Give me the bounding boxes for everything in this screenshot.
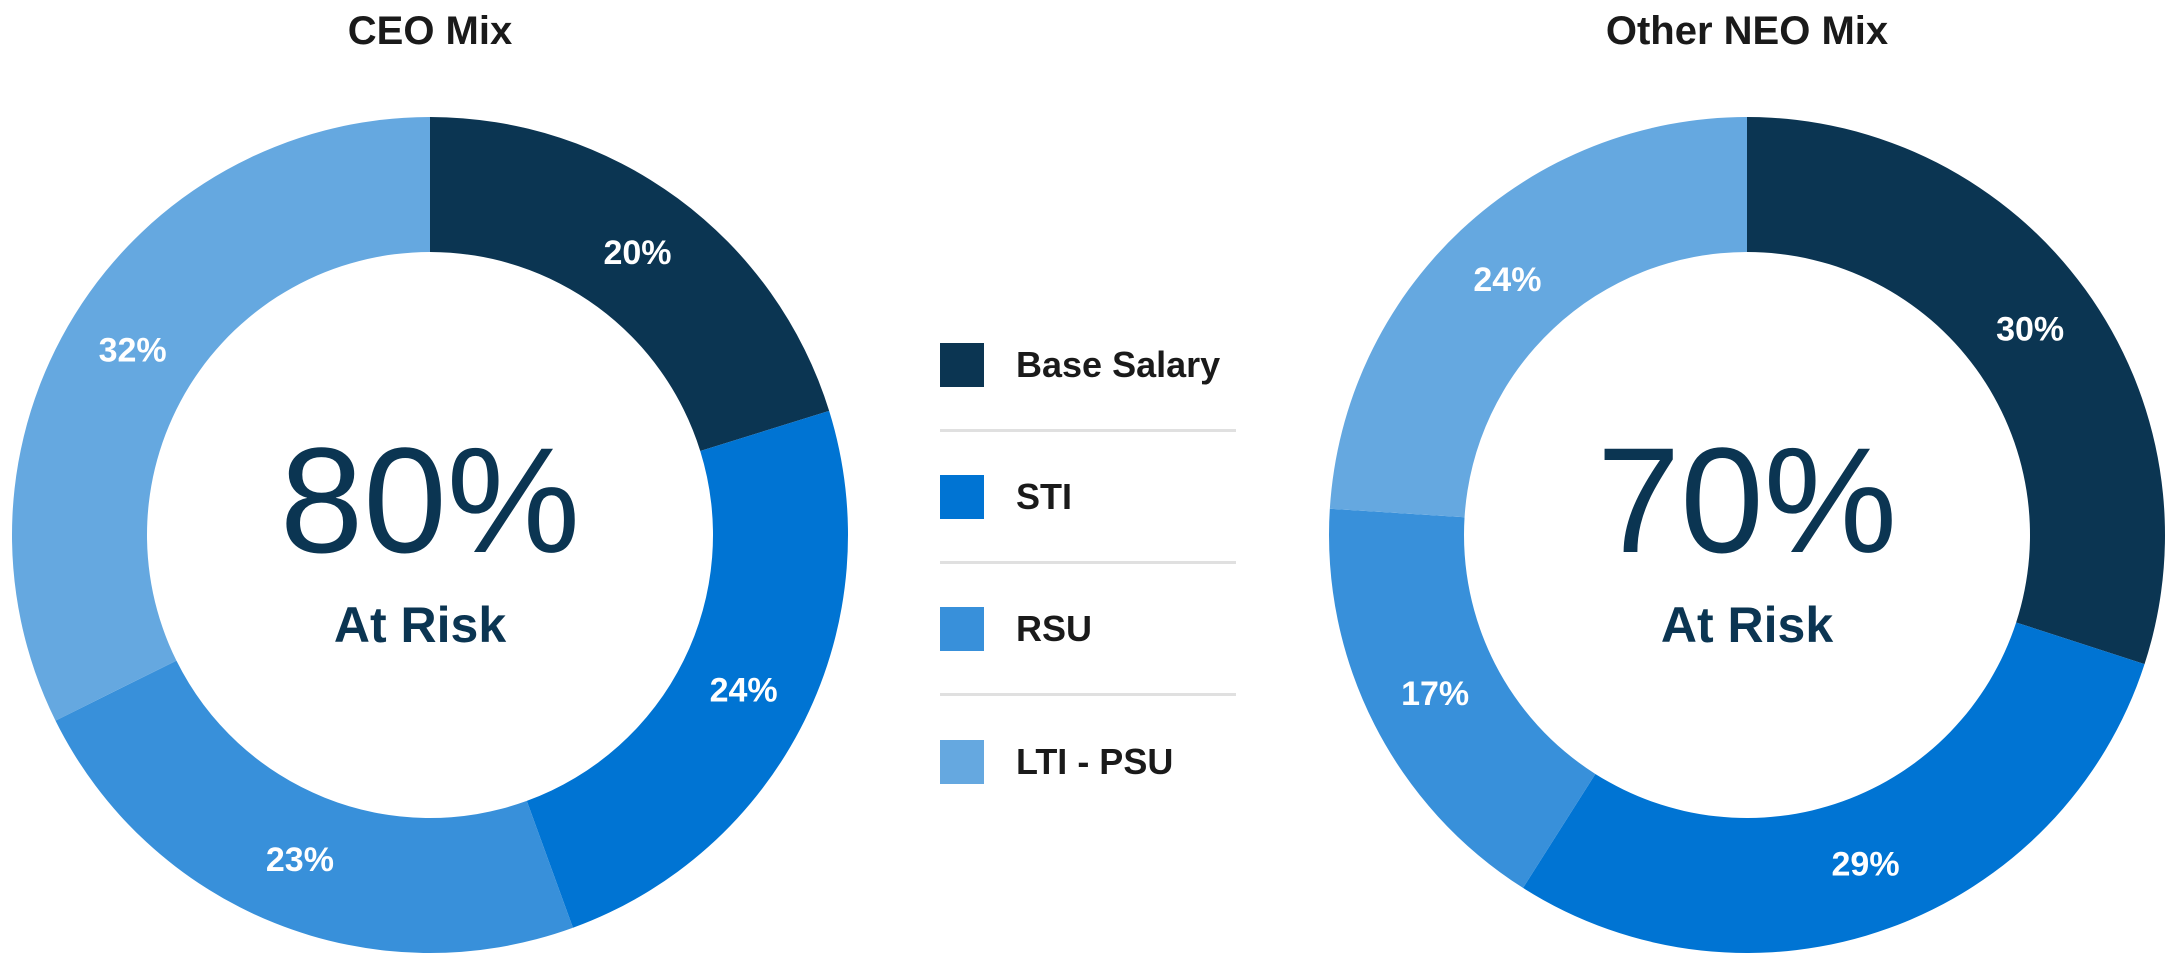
slice-label-rsu: 23% [266, 841, 334, 879]
slice-lti-psu [11, 117, 430, 721]
slice-rsu [1329, 508, 1596, 888]
legend-label: Base Salary [1016, 343, 1221, 385]
legend-item-sti: STI [940, 432, 1236, 564]
center-label: At Risk [1661, 597, 1833, 653]
legend: Base Salary STI RSU LTI - PSU [940, 300, 1236, 828]
legend-swatch [940, 740, 984, 784]
other-neo-mix-chart: Other NEO Mix 30% 29% 17% 24% 70% At Risk [1329, 9, 2165, 953]
slice-sti [526, 410, 848, 928]
legend-item-rsu: RSU [940, 564, 1236, 696]
slice-lti-psu [1329, 117, 1747, 518]
chart-title: Other NEO Mix [1606, 9, 1888, 53]
legend-item-lti-psu: LTI - PSU [940, 696, 1236, 828]
slice-label-sti: 24% [710, 671, 778, 709]
legend-label: LTI - PSU [1016, 741, 1174, 782]
slice-label-base-salary: 20% [603, 234, 671, 272]
center-value: 70% [1597, 416, 1897, 584]
legend-label: STI [1016, 475, 1073, 517]
slice-label-base-salary: 30% [1996, 310, 2064, 348]
slice-labels: 20% 24% 23% 32% [99, 234, 778, 879]
slice-labels: 30% 29% 17% 24% [1401, 261, 2064, 883]
legend-label: RSU [1016, 607, 1093, 649]
donut-slices [11, 117, 848, 953]
slice-sti [1523, 622, 2145, 953]
chart-title: CEO Mix [348, 9, 512, 53]
slice-base-salary [430, 117, 830, 451]
slice-label-lti-psu: 32% [99, 331, 167, 369]
slice-label-sti: 29% [1832, 845, 1900, 883]
legend-swatch [940, 474, 984, 519]
center-label: At Risk [334, 597, 506, 653]
ceo-mix-chart: CEO Mix 20% 24% 23% 32% 80% At Risk [11, 9, 848, 953]
legend-item-base-salary: Base Salary [940, 300, 1236, 432]
donut-slices [1329, 117, 2165, 953]
slice-label-rsu: 17% [1401, 675, 1469, 713]
legend-swatch [940, 606, 984, 651]
slice-label-lti-psu: 24% [1473, 261, 1541, 299]
slice-rsu [55, 660, 573, 953]
center-value: 80% [280, 416, 580, 584]
slice-base-salary [1747, 117, 2165, 665]
legend-swatch [940, 342, 984, 387]
